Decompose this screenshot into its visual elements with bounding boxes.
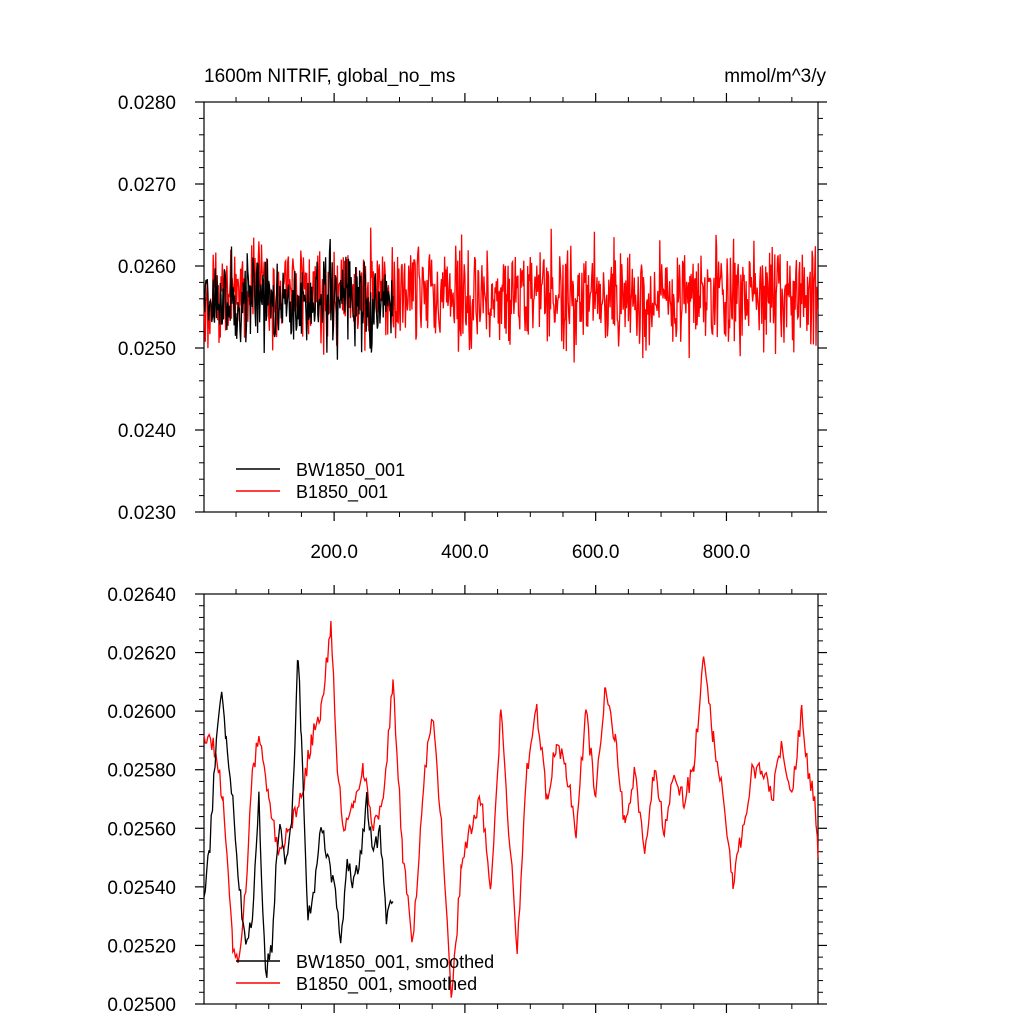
top-chart-panel: 1600m NITRIF, global_no_ms mmol/m^3/y 0.… bbox=[118, 66, 827, 563]
legend-label-b1850-smoothed: B1850_001, smoothed bbox=[296, 974, 477, 995]
y-tick-label: 0.0270 bbox=[118, 175, 176, 196]
bottom-axis-ticks: 0.02500 0.02520 0.02540 0.02560 0.02580 0.026… bbox=[107, 585, 827, 1016]
y-tick-label: 0.02580 bbox=[107, 761, 176, 782]
y-tick-label: 0.02600 bbox=[107, 702, 176, 723]
series-line-b1850-001-smoothed bbox=[203, 620, 819, 998]
y-tick-label: 0.02640 bbox=[107, 585, 176, 606]
y-tick-label: 0.02620 bbox=[107, 644, 176, 665]
bottom-chart-panel: 0.02500 0.02520 0.02540 0.02560 0.02580 0.026… bbox=[107, 585, 827, 1016]
y-tick-label: 0.0250 bbox=[118, 339, 176, 360]
bottom-series-lines bbox=[203, 620, 819, 998]
y-tick-label: 0.02560 bbox=[107, 819, 176, 840]
legend-label-b1850: B1850_001 bbox=[296, 482, 388, 503]
y-tick-label: 0.0260 bbox=[118, 257, 176, 278]
y-tick-label: 0.02520 bbox=[107, 936, 176, 957]
x-tick-label: 600.0 bbox=[572, 542, 620, 563]
series-line-bw1850-001-smoothed bbox=[203, 659, 394, 978]
y-tick-label: 0.02500 bbox=[107, 995, 176, 1016]
chart-title: 1600m NITRIF, global_no_ms bbox=[204, 66, 455, 87]
units-label: mmol/m^3/y bbox=[724, 66, 826, 87]
legend-label-bw1850-smoothed: BW1850_001, smoothed bbox=[296, 952, 494, 973]
legend-label-bw1850: BW1850_001 bbox=[296, 460, 405, 481]
y-tick-label: 0.0240 bbox=[118, 421, 176, 442]
series-line-b1850-001 bbox=[203, 227, 819, 363]
x-tick-label: 200.0 bbox=[310, 542, 358, 563]
plot-frame bbox=[203, 593, 819, 1005]
series-line-bw1850-001 bbox=[203, 238, 394, 360]
y-tick-label: 0.02540 bbox=[107, 878, 176, 899]
y-tick-label: 0.0230 bbox=[118, 503, 176, 524]
top-series-lines bbox=[203, 227, 819, 363]
x-tick-label: 800.0 bbox=[703, 542, 751, 563]
y-tick-label: 0.0280 bbox=[118, 93, 176, 114]
top-legend: BW1850_001 B1850_001 bbox=[236, 460, 405, 503]
top-axis-ticks: 0.0230 0.0240 0.0250 0.0260 0.0270 0.0280 200.… bbox=[118, 93, 827, 563]
bottom-legend: BW1850_001, smoothed B1850_001, smoothed bbox=[236, 952, 494, 995]
x-tick-label: 400.0 bbox=[441, 542, 489, 563]
